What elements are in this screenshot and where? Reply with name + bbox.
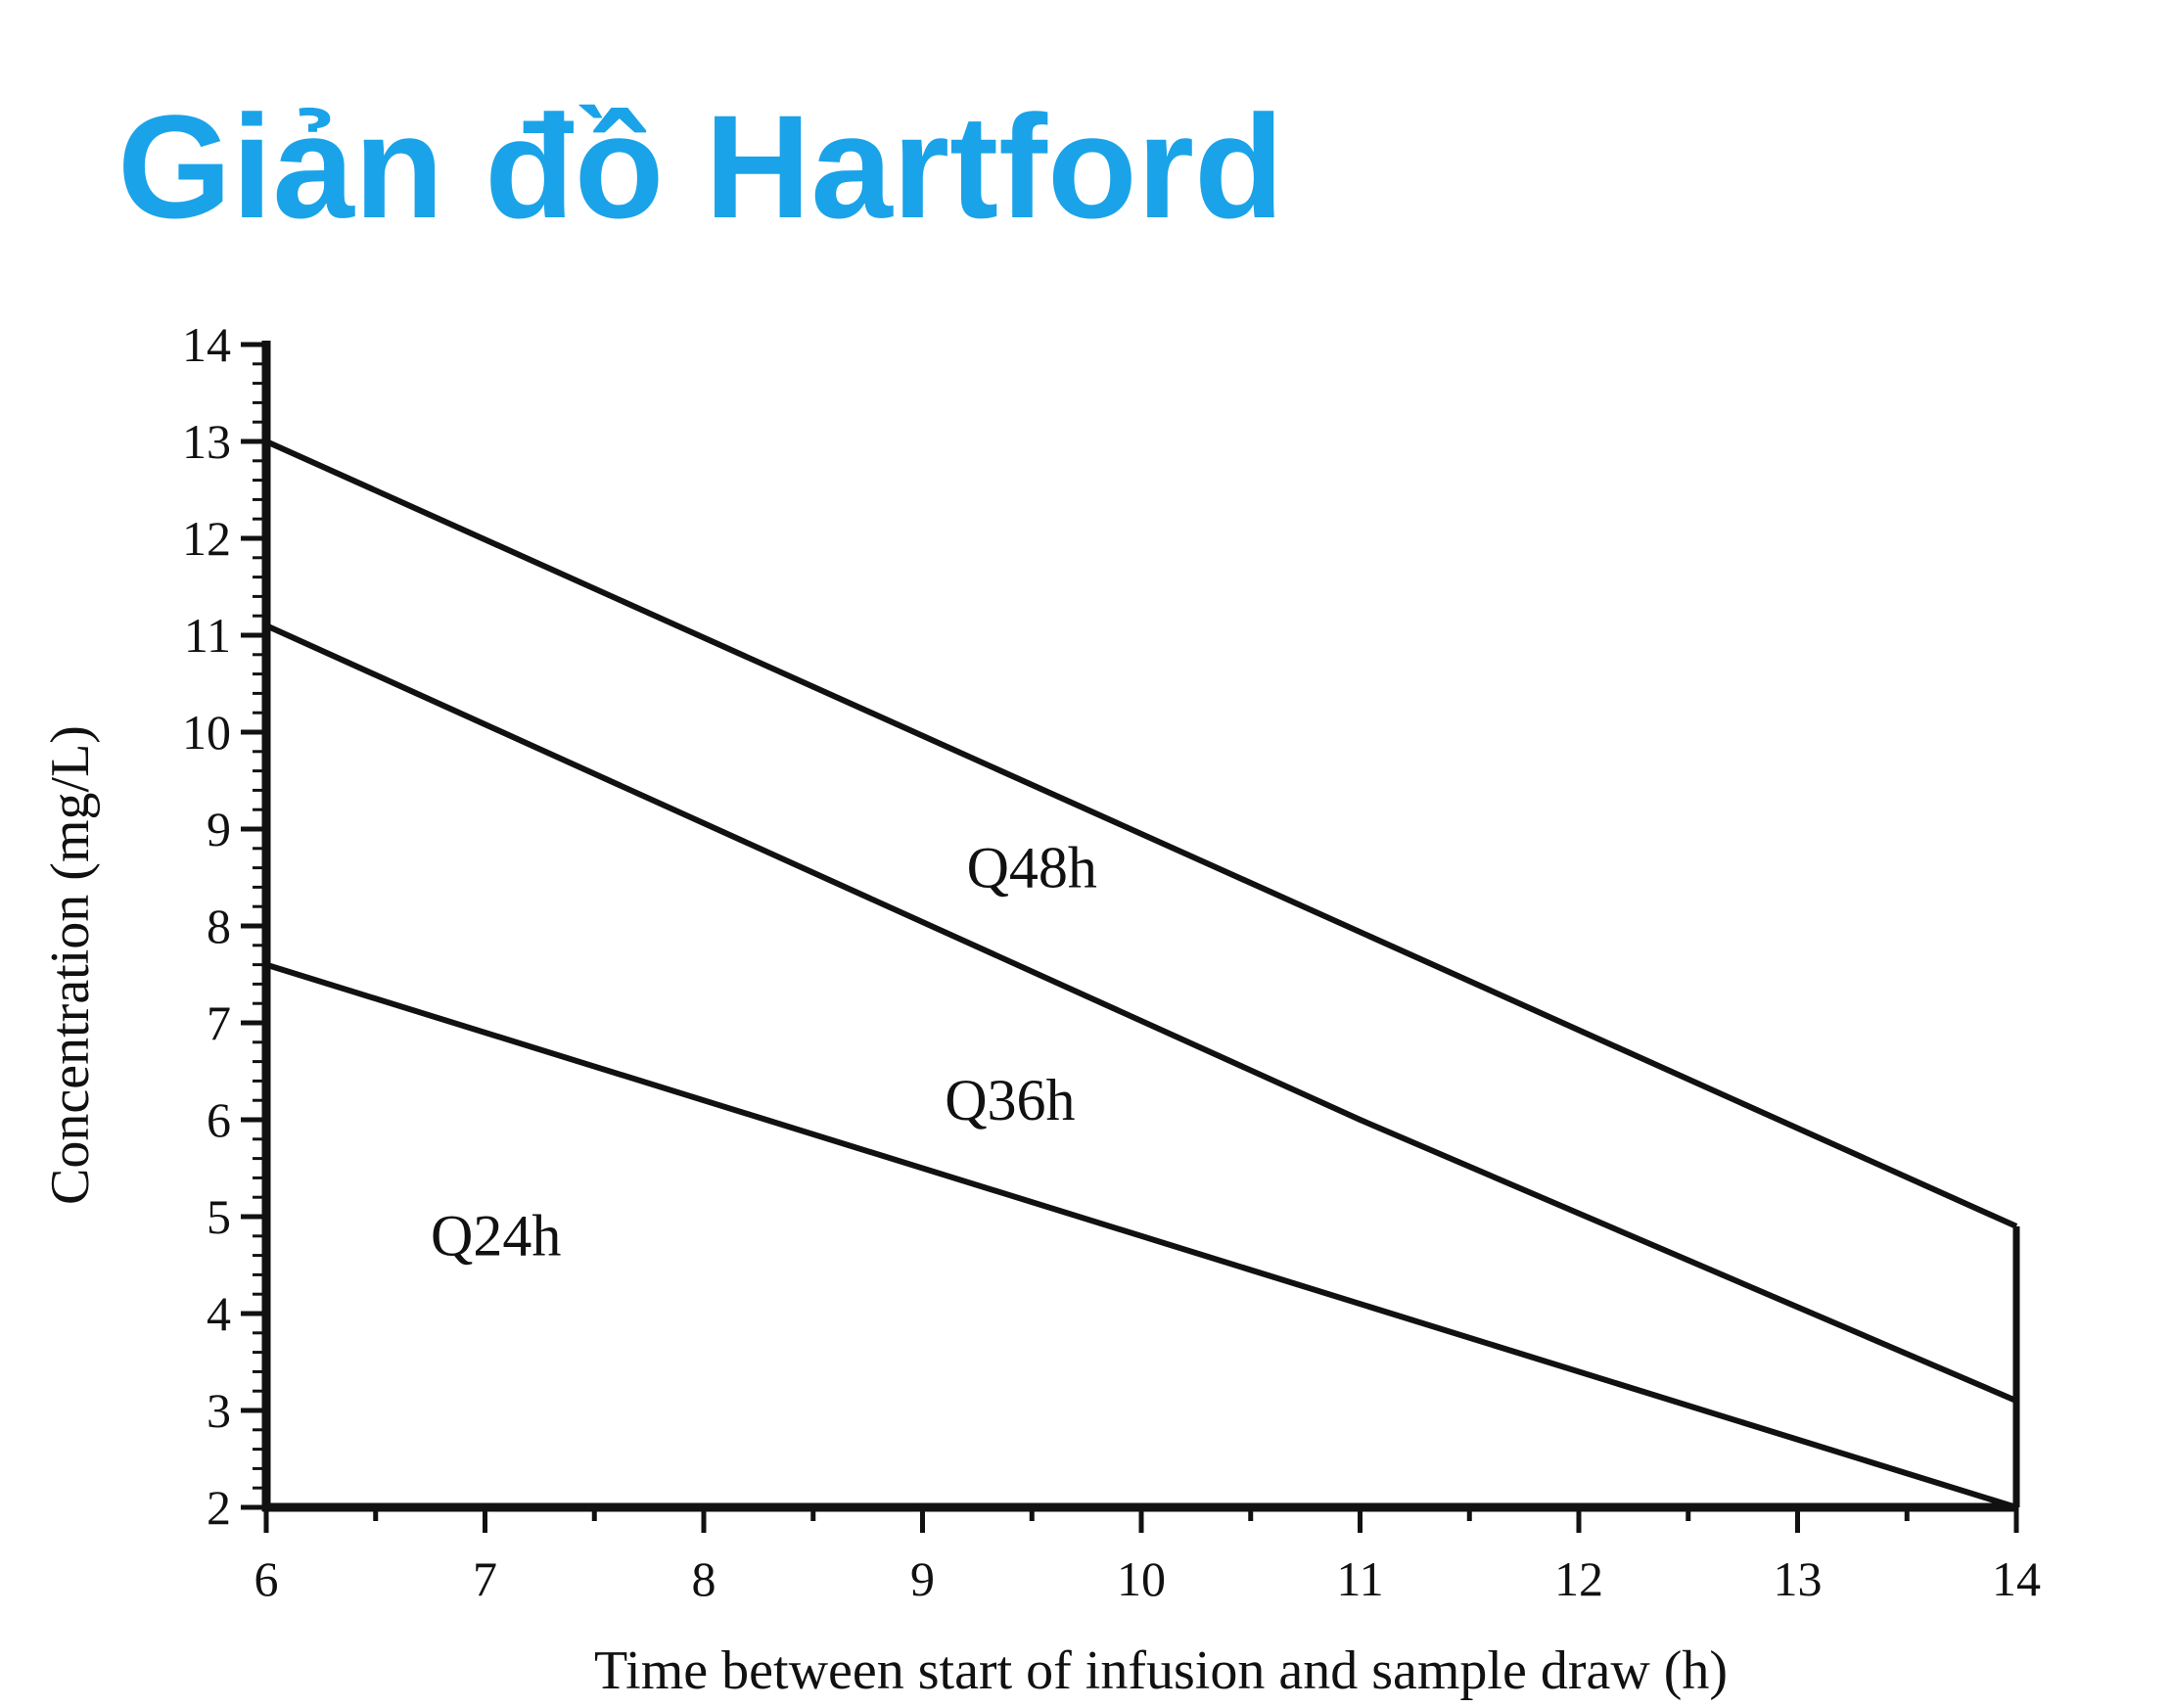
x-tick-label: 9: [910, 1551, 935, 1606]
region-label: Q48h: [967, 835, 1097, 900]
x-axis-title: Time between start of infusion and sampl…: [594, 1640, 1728, 1701]
x-tick-label: 10: [1117, 1551, 1166, 1606]
y-tick-label: 13: [182, 414, 231, 469]
region-label: Q36h: [945, 1068, 1075, 1132]
lines-layer: [261, 341, 2020, 1512]
y-tick-label: 5: [207, 1189, 231, 1244]
y-tick-label: 6: [207, 1092, 231, 1147]
x-tick-label: 14: [1992, 1551, 2041, 1606]
y-tick-label: 7: [207, 995, 231, 1050]
x-tick-label: 6: [254, 1551, 279, 1606]
x-tick-label: 8: [692, 1551, 716, 1606]
y-tick-label: 8: [207, 899, 231, 953]
y-tick-label: 2: [207, 1480, 231, 1535]
y-tick-label: 3: [207, 1383, 231, 1438]
y-axis-title: Concentration (mg/L): [40, 725, 101, 1205]
ticks-layer: [241, 342, 2019, 1533]
series-line-2: [264, 623, 2018, 1404]
x-tick-label: 13: [1774, 1551, 1823, 1606]
y-tick-label: 11: [184, 608, 231, 663]
region-label: Q24h: [431, 1204, 561, 1269]
y-tick-label: 9: [207, 802, 231, 856]
series-line-1: [264, 439, 2018, 1229]
series-line-3: [265, 961, 2017, 1510]
page-title: Giản đồ Hartford: [117, 84, 1284, 249]
y-tick-label: 4: [207, 1286, 231, 1341]
labels-layer: 2 3 4 5 6 7 8 9 10 11 12 13 14 6 7 8 9 10 11 12 13 14 Q48h Q36h…: [40, 317, 2041, 1701]
x-tick-label: 12: [1554, 1551, 1603, 1606]
x-tick-label: 7: [473, 1551, 497, 1606]
y-tick-label: 14: [182, 317, 231, 372]
y-tick-label: 10: [182, 705, 231, 760]
x-tick-label: 11: [1336, 1551, 1383, 1606]
y-tick-label: 12: [182, 511, 231, 566]
